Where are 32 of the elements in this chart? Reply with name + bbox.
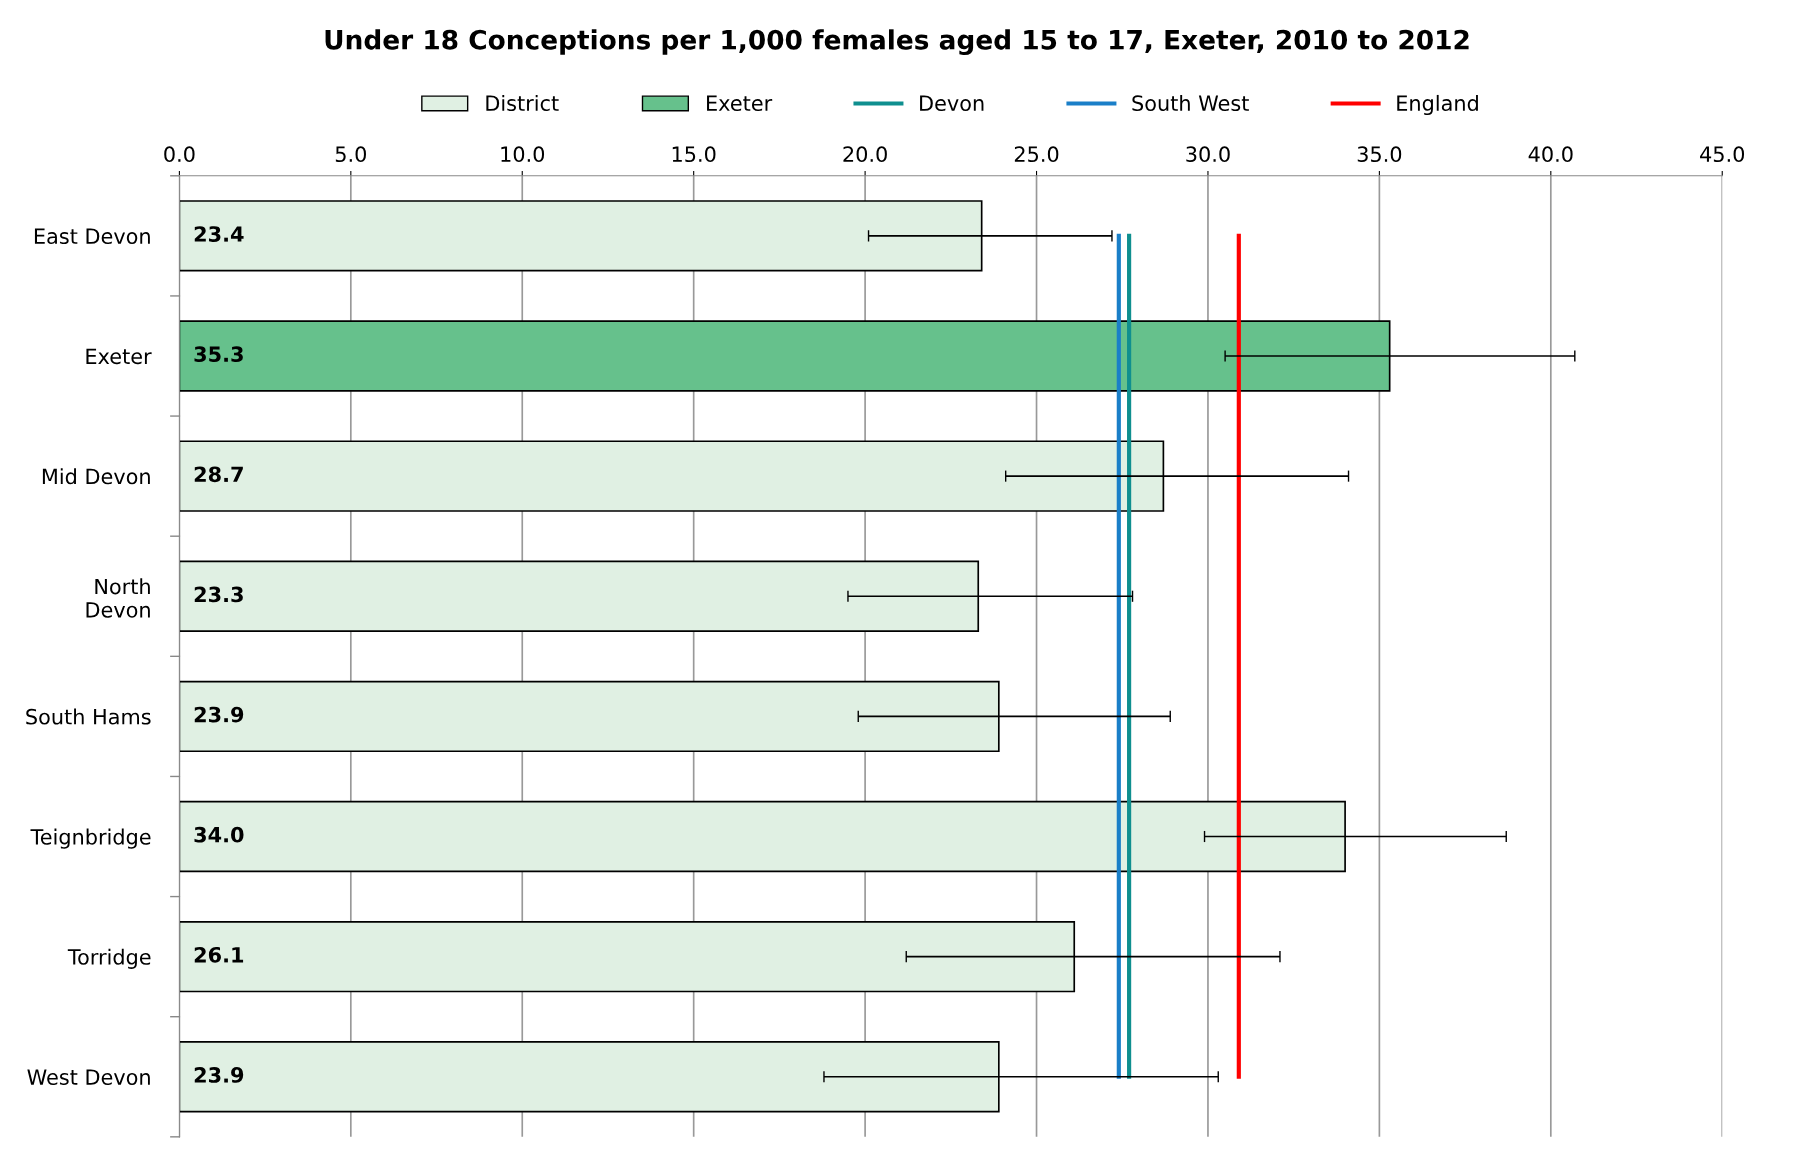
x-tick-label: 10.0 — [501, 146, 545, 163]
data-label: 26.1 — [194, 946, 244, 963]
x-tick-label: 0.0 — [164, 146, 195, 163]
legend-label: District — [486, 94, 559, 112]
data-label: 23.3 — [194, 586, 243, 603]
x-tick-label: 40.0 — [1528, 146, 1573, 163]
legend-label: Devon — [920, 95, 984, 112]
y-tick-label: East Devon — [34, 228, 150, 245]
y-tick-label: South Hams — [26, 708, 151, 725]
y-tick-label: Exeter — [86, 348, 152, 365]
y-tick-label: North Devon — [86, 578, 150, 618]
x-tick-label: 30.0 — [1186, 146, 1230, 163]
x-tick-label: 45.0 — [1700, 146, 1745, 163]
y-tick-label: Mid Devon — [42, 468, 150, 485]
x-tick-label: 5.0 — [335, 146, 367, 163]
data-label: 23.4 — [194, 226, 244, 242]
data-label: 23.9 — [194, 706, 244, 723]
legend-label: South West — [1132, 94, 1249, 112]
legend-label: England — [1397, 94, 1478, 116]
data-label: 23.9 — [194, 1067, 244, 1083]
y-tick-label: Torridge — [67, 948, 151, 969]
x-tick-label: 25.0 — [1014, 146, 1059, 163]
x-tick-label: 15.0 — [672, 146, 716, 163]
y-tick-label: Teignbridge — [30, 828, 151, 849]
data-label: 28.7 — [194, 466, 243, 483]
chart-title: Under 18 Conceptions per 1,000 females aged 15 to 17, Exeter, 2010 to 2012 — [325, 29, 1469, 56]
legend-label: Exeter — [707, 95, 773, 112]
data-label: 34.0 — [194, 826, 244, 843]
x-tick-label: 35.0 — [1357, 146, 1402, 163]
y-tick-label: West Devon — [27, 1069, 150, 1085]
x-tick-label: 20.0 — [843, 146, 887, 163]
data-label: 35.3 — [194, 346, 243, 363]
